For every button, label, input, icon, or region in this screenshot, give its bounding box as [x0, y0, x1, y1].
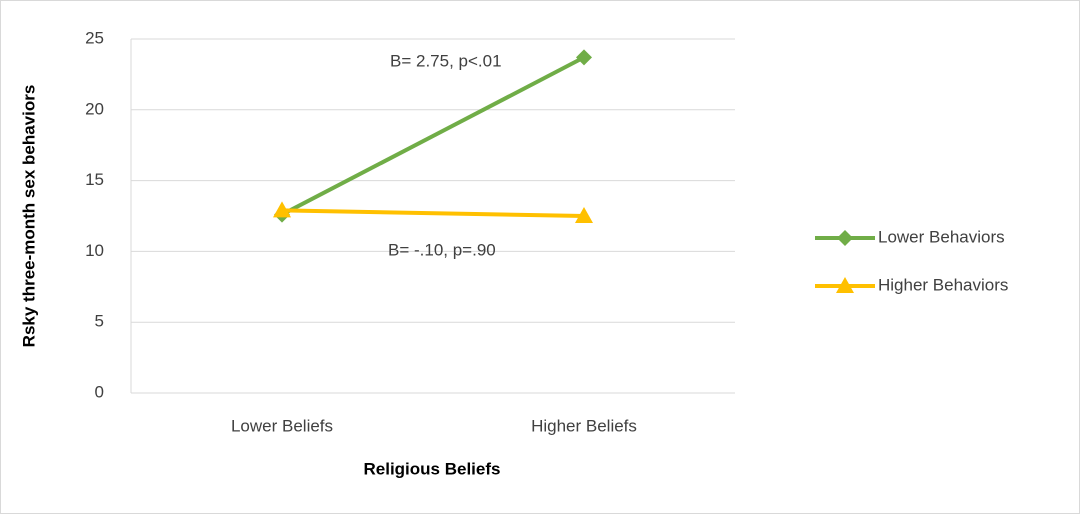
marker — [837, 230, 853, 246]
legend-label: Higher Behaviors — [878, 275, 1008, 294]
annotation: B= 2.75, p<.01 — [390, 51, 502, 70]
y-tick-label: 0 — [95, 382, 104, 401]
series-line — [281, 208, 585, 218]
y-tick-label: 15 — [85, 170, 104, 189]
y-axis-label: Rsky three-month sex behaviors — [19, 85, 38, 348]
annotation: B= -.10, p=.90 — [388, 240, 496, 259]
marker — [576, 49, 592, 66]
x-tick-label: Higher Beliefs — [531, 416, 637, 435]
legend-label: Lower Behaviors — [878, 227, 1005, 246]
y-tick-label: 5 — [95, 312, 104, 331]
marker — [273, 201, 291, 218]
marker — [836, 277, 854, 293]
y-tick-label: 20 — [85, 99, 104, 118]
y-tick-label: 10 — [85, 241, 104, 260]
marker — [575, 207, 593, 223]
x-tick-label: Lower Beliefs — [231, 416, 333, 435]
series-line — [281, 55, 585, 217]
x-axis-label: Religious Beliefs — [364, 459, 501, 478]
y-tick-label: 25 — [85, 28, 104, 47]
